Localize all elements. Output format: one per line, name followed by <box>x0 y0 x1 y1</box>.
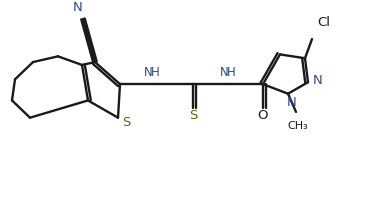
Text: N: N <box>144 66 152 79</box>
Text: N: N <box>73 1 83 14</box>
Text: N: N <box>313 74 323 87</box>
Text: N: N <box>287 96 297 109</box>
Text: S: S <box>189 109 197 122</box>
Text: CH₃: CH₃ <box>288 121 309 131</box>
Text: H: H <box>227 66 235 79</box>
Text: S: S <box>122 116 130 129</box>
Text: O: O <box>258 109 268 122</box>
Text: Cl: Cl <box>317 17 330 29</box>
Text: N: N <box>219 66 229 79</box>
Text: H: H <box>150 66 160 79</box>
